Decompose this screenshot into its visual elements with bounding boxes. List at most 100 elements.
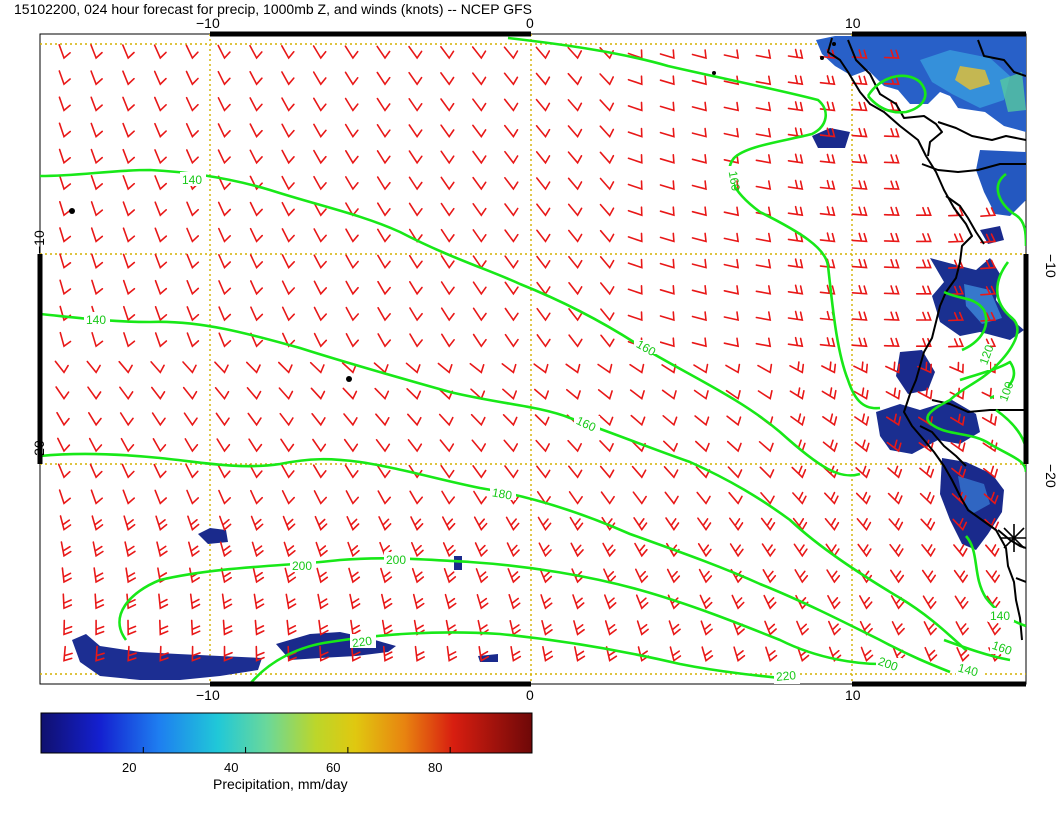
wind-barb [94, 593, 105, 610]
wind-barb [405, 362, 421, 374]
wind-barb [691, 311, 707, 322]
station-marker-icon [1000, 524, 1026, 552]
wind-barb [249, 201, 263, 217]
wind-barb [219, 515, 232, 531]
wind-barb [851, 285, 868, 295]
contour-label: 120 [977, 343, 997, 367]
wind-barb [442, 542, 456, 558]
wind-barb [153, 44, 167, 60]
wind-barb [699, 594, 713, 610]
wind-barb [691, 180, 707, 191]
wind-barb [755, 127, 772, 138]
wind-barb [503, 72, 519, 86]
wind-barb [382, 645, 393, 662]
precip-area [812, 128, 850, 148]
wind-barb [762, 569, 777, 584]
wind-barb [281, 97, 295, 112]
wind-barb [217, 175, 231, 191]
wind-barb [186, 332, 200, 348]
wind-barb [627, 311, 643, 322]
wind-barb [659, 180, 675, 191]
wind-barb [313, 97, 327, 112]
wind-barb [377, 228, 391, 243]
wind-barb [954, 595, 969, 610]
wind-barb [155, 515, 168, 531]
wind-barb [247, 412, 262, 427]
wind-barb [351, 645, 361, 662]
wind-barb [851, 49, 868, 59]
wind-barb [223, 645, 233, 662]
wind-barb [374, 387, 390, 400]
wind-barb [122, 175, 135, 191]
wind-barb [855, 465, 871, 479]
wind-barb [627, 206, 643, 217]
wind-barb [755, 337, 772, 348]
wind-barb [726, 440, 742, 453]
wind-barb [282, 515, 296, 531]
wind-barb [346, 516, 360, 531]
colorbar-tick-label: 40 [224, 760, 238, 775]
wind-barb [851, 206, 868, 217]
wind-barb [565, 363, 581, 374]
contour-label: 140 [990, 609, 1010, 623]
colorbar: 20 40 60 80 Precipitation, mm/day [40, 712, 533, 792]
contour-label: 220 [775, 668, 796, 684]
wind-barb [219, 541, 232, 558]
wind-barb [278, 361, 293, 374]
coastline [827, 37, 1026, 641]
wind-barb [787, 153, 804, 164]
wind-barb [665, 517, 680, 532]
wind-barb [755, 75, 772, 86]
wind-barb [570, 542, 584, 558]
precip-area [896, 350, 935, 394]
wind-barb [729, 543, 744, 558]
wind-barb [408, 202, 423, 217]
wind-barb [691, 49, 707, 60]
wind-barb [345, 176, 359, 191]
wind-barb [151, 386, 166, 401]
wind-barb [283, 541, 296, 558]
wind-barb [627, 101, 643, 112]
wind-barb [439, 439, 455, 453]
wind-barb [985, 544, 1000, 558]
wind-barb [440, 46, 455, 60]
wind-barb [698, 568, 713, 584]
wind-barb [572, 594, 585, 610]
wind-barb [860, 646, 874, 662]
wind-barb [440, 202, 455, 217]
wind-barb [535, 125, 551, 138]
wind-barb [535, 72, 551, 86]
wind-barb [378, 516, 392, 531]
wind-barb [55, 386, 70, 401]
wind-barb [599, 177, 615, 191]
contour-label: 200 [876, 654, 900, 674]
wind-barb [883, 232, 900, 243]
wind-barb [438, 388, 454, 400]
island-dots [69, 42, 836, 382]
wind-barb [627, 127, 643, 138]
wind-barb [691, 337, 707, 348]
wind-barb [725, 389, 741, 400]
wind-barb [313, 175, 327, 191]
wind-barb [856, 518, 872, 531]
wind-barb [408, 464, 423, 479]
wind-barb [472, 307, 487, 322]
wind-barb [123, 332, 136, 348]
wind-barb [218, 489, 231, 505]
wind-barb [345, 228, 359, 243]
wind-barb [375, 439, 391, 453]
wind-barb [755, 154, 772, 164]
wind-barb [883, 311, 900, 321]
wind-barb [92, 541, 104, 558]
wind-barb [217, 201, 231, 217]
wind-barb [409, 281, 423, 296]
wind-barb [985, 570, 1000, 584]
wind-barb [57, 463, 71, 479]
wind-barb [819, 284, 836, 295]
axis-labels: −10 0 10 −10 0 10 −10 −20 −10 −20 [31, 15, 1056, 703]
wind-barb [819, 127, 836, 138]
wind-barb [255, 645, 265, 662]
wind-barb [695, 466, 711, 479]
wind-barb [755, 180, 772, 190]
wind-barb [635, 594, 649, 610]
